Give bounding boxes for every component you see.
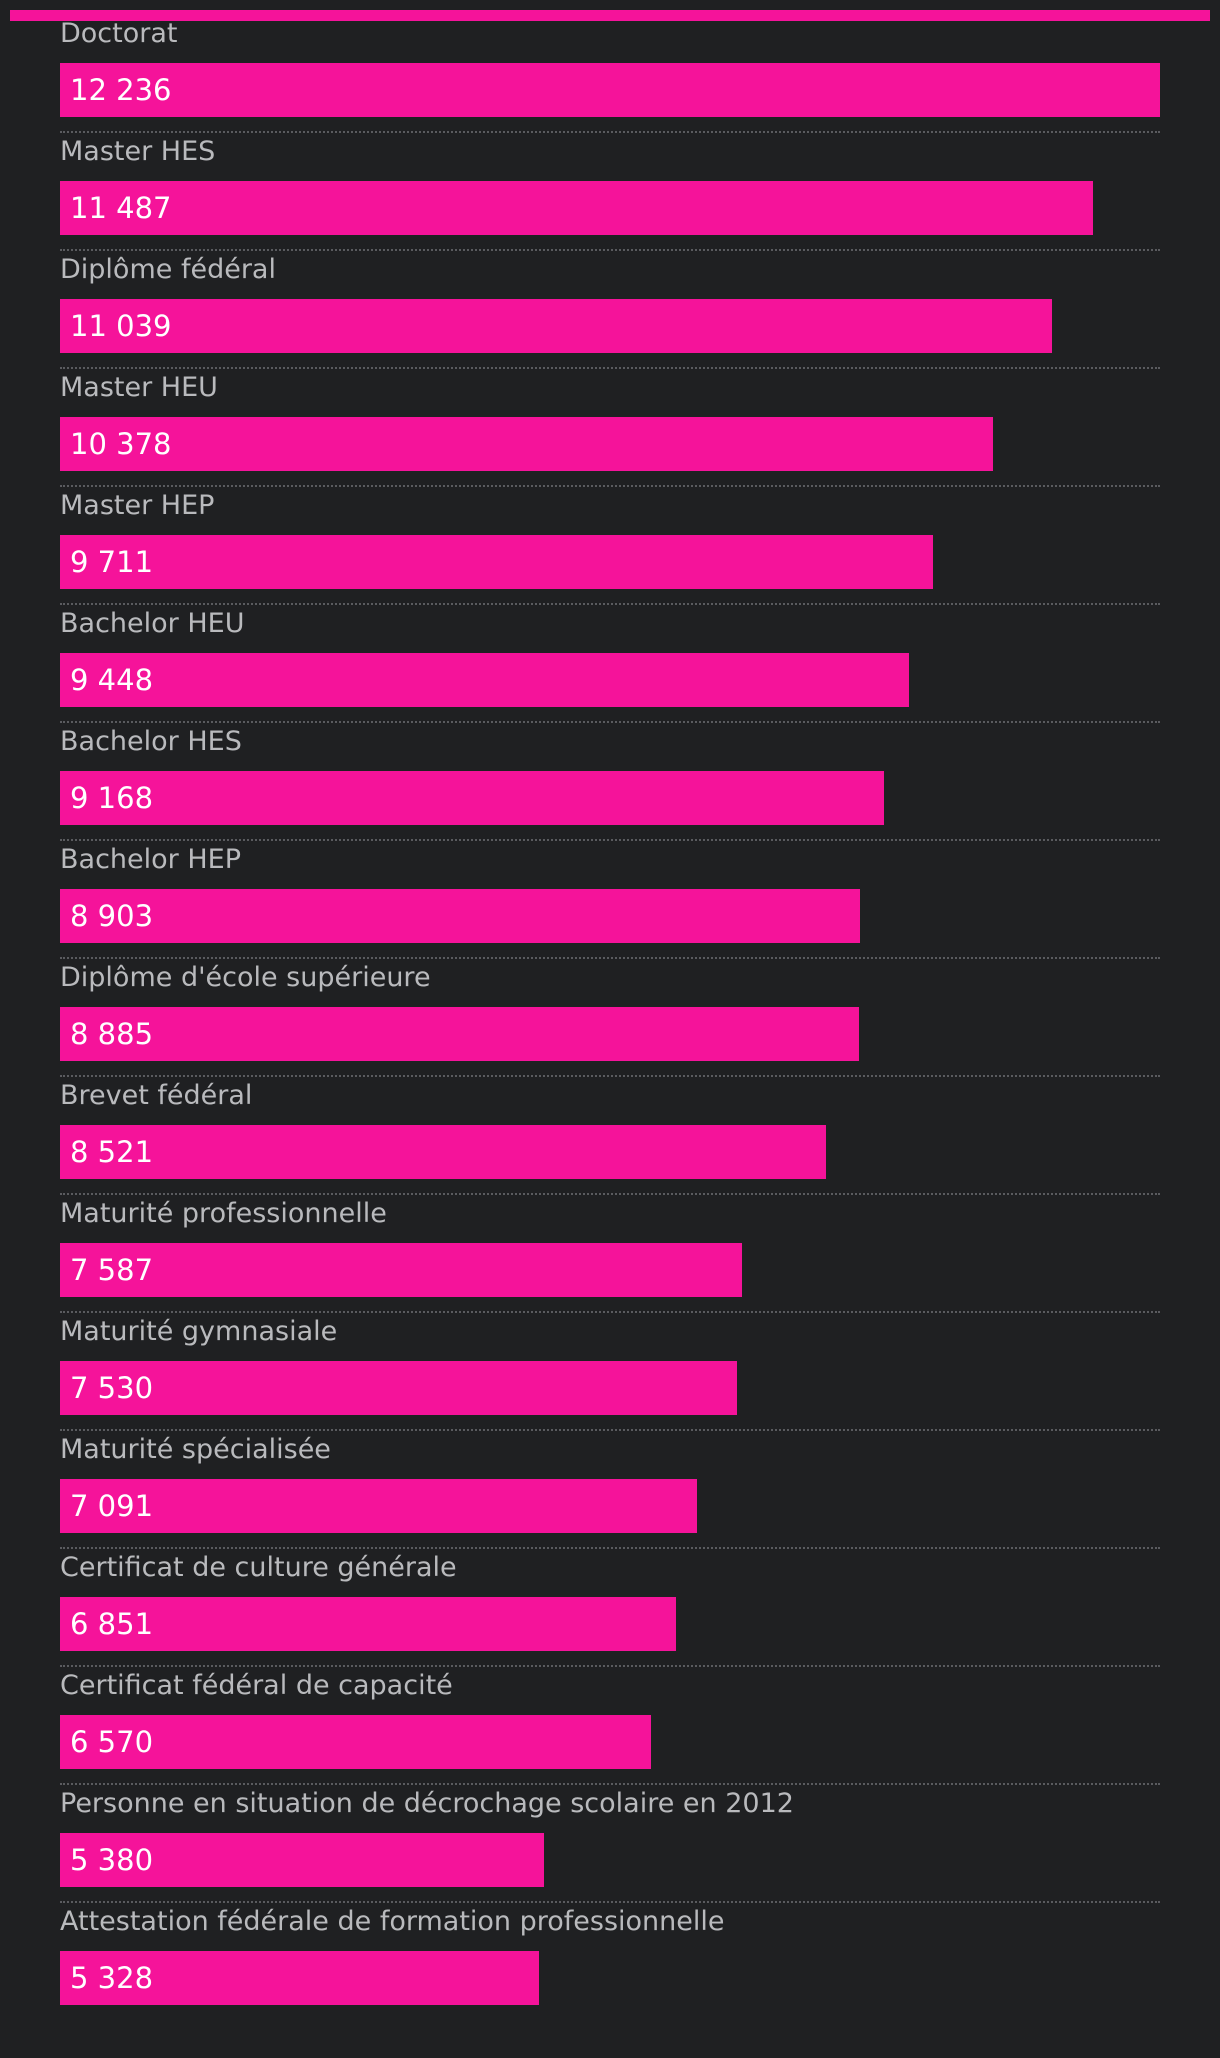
category-label: Bachelor HEU xyxy=(60,608,245,639)
data-label: 11 039 xyxy=(70,309,172,343)
category-label: Master HES xyxy=(60,136,216,167)
bar: 9 448 xyxy=(60,653,909,707)
category-label: Master HEP xyxy=(60,490,215,521)
data-label: 5 380 xyxy=(70,1843,154,1877)
category-label: Bachelor HEP xyxy=(60,844,241,875)
category-label: Diplôme fédéral xyxy=(60,254,276,285)
data-label: 9 168 xyxy=(70,781,154,815)
bar: 9 711 xyxy=(60,535,933,589)
bar: 5 328 xyxy=(60,1951,539,2005)
data-label: 8 903 xyxy=(70,899,154,933)
bar: 7 091 xyxy=(60,1479,697,1533)
category-label: Maturité gymnasiale xyxy=(60,1316,338,1347)
category-label: Maturité spécialisée xyxy=(60,1434,331,1465)
chart-row: Master HEU 10 378 xyxy=(60,369,1160,487)
bar: 7 587 xyxy=(60,1243,742,1297)
data-label: 9 448 xyxy=(70,663,154,697)
category-label: Doctorat xyxy=(60,18,178,49)
data-label: 12 236 xyxy=(70,73,172,107)
chart-row: Diplôme d'école supérieure 8 885 xyxy=(60,959,1160,1077)
chart-row: Certificat de culture générale 6 851 xyxy=(60,1549,1160,1667)
chart-row: Master HEP 9 711 xyxy=(60,487,1160,605)
bar: 11 487 xyxy=(60,181,1093,235)
bar-chart: Doctorat 12 236 Master HES 11 487 Diplôme fé… xyxy=(60,15,1160,2021)
bar: 10 378 xyxy=(60,417,993,471)
category-label: Attestation fédérale de formation profes… xyxy=(60,1906,725,1937)
category-label: Certificat fédéral de capacité xyxy=(60,1670,453,1701)
data-label: 5 328 xyxy=(70,1961,154,1995)
category-label: Brevet fédéral xyxy=(60,1080,253,1111)
category-label: Certificat de culture générale xyxy=(60,1552,457,1583)
category-label: Diplôme d'école supérieure xyxy=(60,962,431,993)
chart-row: Maturité spécialisée 7 091 xyxy=(60,1431,1160,1549)
chart-row: Certificat fédéral de capacité 6 570 xyxy=(60,1667,1160,1785)
bar: 8 885 xyxy=(60,1007,859,1061)
chart-row: Bachelor HEP 8 903 xyxy=(60,841,1160,959)
category-label: Bachelor HES xyxy=(60,726,242,757)
chart-row: Master HES 11 487 xyxy=(60,133,1160,251)
bar: 8 903 xyxy=(60,889,860,943)
chart-row: Maturité professionnelle 7 587 xyxy=(60,1195,1160,1313)
chart-row: Personne en situation de décrochage scol… xyxy=(60,1785,1160,1903)
data-label: 8 885 xyxy=(70,1017,154,1051)
data-label: 11 487 xyxy=(70,191,172,225)
bar: 7 530 xyxy=(60,1361,737,1415)
chart-row: Bachelor HEU 9 448 xyxy=(60,605,1160,723)
data-label: 6 851 xyxy=(70,1607,154,1641)
chart-row: Attestation fédérale de formation profes… xyxy=(60,1903,1160,2021)
bar: 5 380 xyxy=(60,1833,544,1887)
data-label: 7 091 xyxy=(70,1489,154,1523)
chart-row: Doctorat 12 236 xyxy=(60,15,1160,133)
bar: 6 570 xyxy=(60,1715,651,1769)
data-label: 8 521 xyxy=(70,1135,154,1169)
category-label: Master HEU xyxy=(60,372,218,403)
data-label: 10 378 xyxy=(70,427,172,461)
chart-row: Brevet fédéral 8 521 xyxy=(60,1077,1160,1195)
data-label: 7 587 xyxy=(70,1253,154,1287)
bar: 8 521 xyxy=(60,1125,826,1179)
data-label: 7 530 xyxy=(70,1371,154,1405)
bar: 9 168 xyxy=(60,771,884,825)
chart-row: Maturité gymnasiale 7 530 xyxy=(60,1313,1160,1431)
category-label: Maturité professionnelle xyxy=(60,1198,387,1229)
header-accent-bar xyxy=(10,10,1210,21)
category-label: Personne en situation de décrochage scol… xyxy=(60,1788,794,1819)
bar: 6 851 xyxy=(60,1597,676,1651)
bar: 12 236 xyxy=(60,63,1160,117)
data-label: 9 711 xyxy=(70,545,154,579)
data-label: 6 570 xyxy=(70,1725,154,1759)
bar: 11 039 xyxy=(60,299,1052,353)
chart-row: Diplôme fédéral 11 039 xyxy=(60,251,1160,369)
chart-row: Bachelor HES 9 168 xyxy=(60,723,1160,841)
